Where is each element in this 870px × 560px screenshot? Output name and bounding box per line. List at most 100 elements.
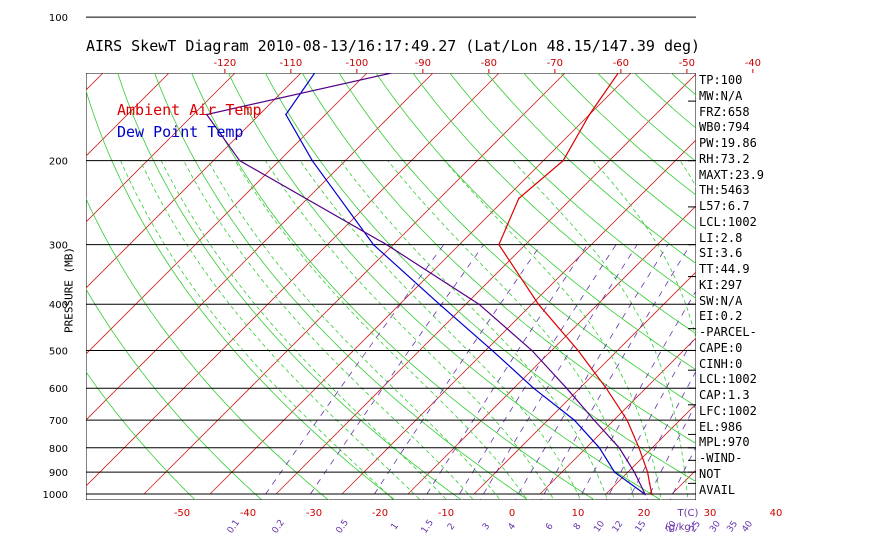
data-point xyxy=(619,71,621,73)
parcel-line xyxy=(205,73,646,495)
pressure-tick-label: 200 xyxy=(49,157,68,168)
mixing-ratio-line xyxy=(370,244,542,500)
mixing-ratio-line xyxy=(260,244,445,500)
data-point xyxy=(205,113,208,116)
pressure-tick-label: 300 xyxy=(49,241,68,252)
dry-adiabat-line xyxy=(86,288,263,500)
stat-item: RH:73.2 xyxy=(699,151,750,166)
pressure-tick-label: 100 xyxy=(49,13,68,24)
moist-adiabat-line xyxy=(387,160,635,500)
mixing-ratio-line xyxy=(305,244,485,500)
bottom-temperature-tick-label: -30 xyxy=(306,508,322,519)
mixing-ratio-tick-label: 1.5 xyxy=(420,518,436,535)
mixing-ratio-tick-label: 30 xyxy=(708,519,723,534)
data-point xyxy=(626,419,628,421)
stat-item: -PARCEL- xyxy=(699,325,757,339)
bottom-temperature-tick-label: -50 xyxy=(174,508,190,519)
stat-item: TT:44.9 xyxy=(699,262,750,276)
data-point xyxy=(532,387,535,390)
dry-adiabat-line xyxy=(86,89,396,500)
moist-adiabat-line xyxy=(234,160,528,500)
dry-adiabat-line xyxy=(86,371,196,500)
isotherm-line xyxy=(86,73,368,355)
isotherm-line xyxy=(539,337,696,495)
stat-item: SI:3.6 xyxy=(699,246,743,261)
top-temperature-tick-label: -80 xyxy=(481,58,497,69)
data-point xyxy=(573,419,576,421)
data-point xyxy=(648,482,651,485)
mixing-ratio-tick-label: 0.1 xyxy=(226,518,242,535)
top-temperature-tick-label: -40 xyxy=(745,58,761,69)
data-point xyxy=(651,493,653,496)
mixing-ratio-tick-label: 10 xyxy=(592,519,607,534)
pressure-tick-label: 600 xyxy=(49,384,68,395)
pressure-tick-label: 400 xyxy=(49,300,68,311)
isotherm-line xyxy=(0,17,93,494)
data-point xyxy=(537,303,540,306)
data-point xyxy=(238,159,241,162)
chart-title: AIRS SkewT Diagram 2010-08-13/16:17:49.2… xyxy=(86,37,701,55)
data-point xyxy=(577,349,579,352)
dry-adiabat-line xyxy=(486,73,696,265)
dry-adiabat-line xyxy=(338,73,696,407)
mixing-ratio-tick-label: 0.5 xyxy=(335,518,351,535)
stat-item: TP:100 xyxy=(699,73,743,87)
stat-item: CAPE:0 xyxy=(699,340,743,355)
top-temperature-tick-label: -110 xyxy=(280,58,303,69)
isotherm-line xyxy=(86,73,302,289)
bottom-temperature-tick-label: -20 xyxy=(372,508,388,519)
stat-item: AVAIL xyxy=(699,482,736,497)
mixing-ratio-line xyxy=(627,370,696,500)
stat-item: MW:N/A xyxy=(699,88,743,103)
data-point xyxy=(498,243,500,246)
stat-item: L57:6.7 xyxy=(699,199,750,213)
pressure-tick-label: 800 xyxy=(49,444,68,455)
dry-adiabat-line xyxy=(449,73,696,299)
isotherm-line xyxy=(86,73,170,157)
mixing-ratio-tick-label: 35 xyxy=(725,519,740,534)
mixing-ratio-tick-label: 4 xyxy=(507,521,519,532)
top-temperature-tick-label: -120 xyxy=(214,58,237,69)
top-temperature-tick-label: -100 xyxy=(346,58,369,69)
dry-adiabat-line xyxy=(117,73,463,500)
isotherm-line xyxy=(86,73,236,223)
data-point xyxy=(646,471,649,474)
data-point xyxy=(633,471,636,474)
data-point xyxy=(518,197,520,200)
stat-item: -WIND- xyxy=(699,451,743,465)
mixing-ratio-line xyxy=(455,244,617,500)
data-point xyxy=(593,419,595,421)
mixing-ratio-tick-label: 3 xyxy=(481,522,492,532)
data-point xyxy=(311,159,314,162)
mixing-ratio-line xyxy=(540,244,691,500)
data-point xyxy=(588,113,591,116)
mixing-ratio-tick-label: 2 xyxy=(446,522,457,532)
mixing-ratio-tick-label: 12 xyxy=(611,519,626,534)
dry-adiabat-line xyxy=(154,73,529,500)
dry-adiabat-line xyxy=(523,73,696,230)
bottom-temperature-tick-label: 30 xyxy=(704,508,717,519)
data-point xyxy=(478,303,480,306)
mixing-ratio-line xyxy=(577,290,696,500)
legend-dew-point-temp: Dew Point Temp xyxy=(117,123,244,141)
mixing-ratio-line xyxy=(514,244,669,500)
stat-item: TH:5463 xyxy=(699,183,750,198)
pressure-tick-label: 900 xyxy=(49,468,68,479)
stat-item: MAXT:23.9 xyxy=(699,167,765,182)
data-point xyxy=(598,447,601,449)
bottom-temperature-tick-label: -40 xyxy=(240,508,256,519)
mixing-ratio-unit-label: (g/kg) xyxy=(665,522,695,533)
dry-adiabat-line xyxy=(412,73,696,335)
stat-item: SW:N/A xyxy=(699,293,743,308)
dry-adiabat-line xyxy=(191,73,596,500)
bottom-temperature-tick-label: 10 xyxy=(572,508,585,519)
ambient-air-temp-line xyxy=(498,73,653,495)
dew-point-temp-line xyxy=(285,73,646,495)
dry-adiabat-line xyxy=(301,73,696,445)
moist-adiabat-line xyxy=(139,160,421,500)
data-point xyxy=(315,71,317,73)
stat-item: LFC:1002 xyxy=(699,403,757,418)
bottom-temperature-tick-label: 40 xyxy=(770,508,783,519)
mixing-ratio-line xyxy=(479,244,638,500)
